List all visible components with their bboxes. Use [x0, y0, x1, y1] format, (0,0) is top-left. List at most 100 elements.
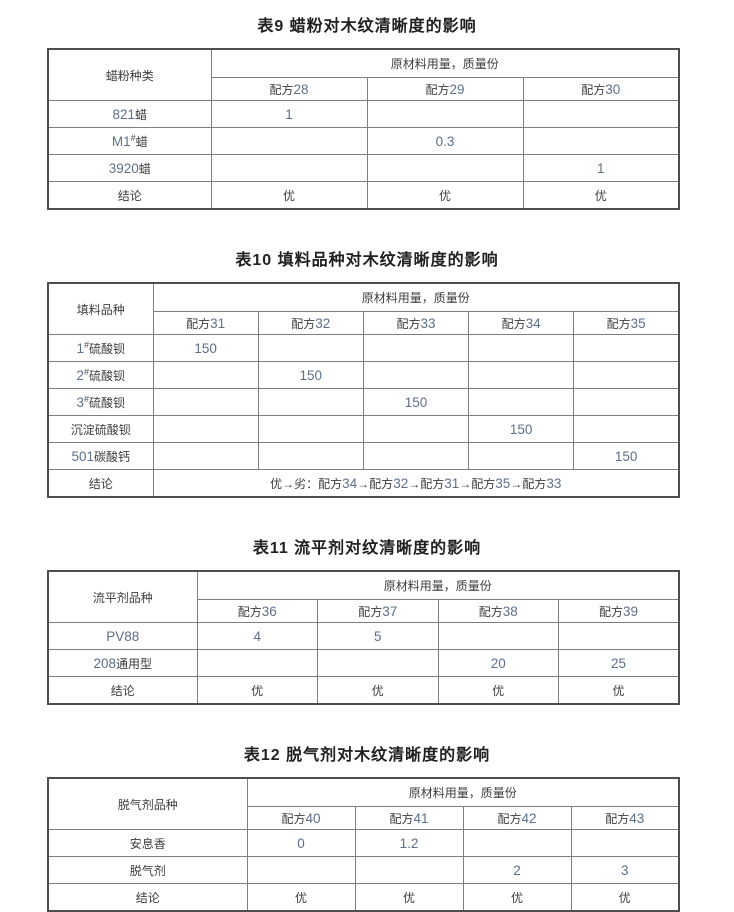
cjk-text: 配方 — [269, 82, 294, 97]
row-label: 501碳酸钙 — [47, 442, 154, 470]
cjk-text: 优 — [282, 188, 295, 203]
value-cell — [522, 100, 680, 128]
data-row: 821蜡 1 — [47, 100, 680, 128]
conclusion-cell: 优 — [196, 676, 318, 705]
conclusion-cell: 优 — [366, 181, 524, 210]
table-degassing-agent-title: 表12 脱气剂对木纹清晰度的影响 — [243, 747, 491, 764]
formula-header: 配方42 — [462, 806, 572, 830]
cjk-text: →配方 — [510, 476, 547, 491]
cjk-text: 原材料用量，质量份 — [390, 57, 499, 71]
conclusion-cell: 优 — [570, 883, 680, 912]
value-cell: 150 — [152, 334, 259, 362]
conclusion-cell: 优 — [354, 883, 464, 912]
header-row-formulas: 配方36 配方37 配方38 配方39 — [48, 599, 680, 623]
value-cell — [570, 829, 680, 857]
value-cell — [152, 361, 259, 389]
numeric-text: 208 — [93, 655, 116, 671]
row-label: 1#硫酸钡 — [47, 334, 154, 362]
cjk-text: 配方 — [425, 82, 450, 97]
cjk-text: 优 — [438, 188, 451, 203]
cjk-text: 蜡 — [138, 161, 151, 176]
conclusion-cell: 优 — [437, 676, 559, 705]
row-label: 208通用型 — [47, 649, 198, 677]
table-wax-powder: 蜡粉种类 原材料用量，质量份 配方28 配方29 配方30 821蜡 1 M1#蜡 0.3 392… — [47, 48, 680, 210]
numeric-text: 39 — [622, 603, 639, 619]
value-cell — [573, 334, 680, 362]
numeric-text: 150 — [194, 340, 217, 356]
cjk-text: 蜡 — [135, 107, 148, 122]
value-cell — [462, 829, 572, 857]
row-label: M1#蜡 — [47, 127, 212, 155]
value-cell: 150 — [257, 361, 364, 389]
cjk-text: 硫酸钡 — [89, 395, 126, 410]
numeric-text: 150 — [509, 421, 533, 437]
value-cell: 25 — [558, 649, 680, 677]
cjk-text: 配方 — [396, 316, 421, 331]
numeric-text: 150 — [299, 367, 323, 383]
numeric-text: 821 — [112, 106, 135, 122]
numeric-text: 501 — [71, 448, 94, 464]
cjk-text: 配方 — [478, 604, 503, 619]
value-cell — [573, 415, 680, 443]
value-cell — [558, 622, 680, 650]
cjk-text: 配方 — [497, 811, 522, 826]
value-cell — [362, 361, 470, 389]
data-row: 沉淀硫酸钡 150 — [47, 415, 680, 443]
conclusion-label: 结论 — [47, 469, 154, 498]
value-cell: 0.3 — [366, 127, 524, 155]
numeric-text: 35 — [630, 315, 646, 331]
materials-amount-header: 原材料用量，质量份 — [196, 570, 680, 600]
value-cell — [257, 415, 364, 443]
superscript-hash: # — [83, 393, 89, 404]
cjk-text: 优 — [371, 683, 384, 698]
conclusion-text: 优→劣：配方34→配方32→配方31→配方35→配方33 — [152, 469, 680, 498]
cjk-text: 流平剂品种 — [92, 590, 153, 605]
header-row-materials: 填料品种 原材料用量，质量份 — [47, 282, 680, 335]
formula-header: 配方37 — [317, 599, 439, 623]
formula-header: 配方32 — [257, 311, 364, 335]
formula-header: 配方35 — [573, 311, 680, 335]
numeric-text: 30 — [605, 81, 621, 97]
value-cell — [317, 649, 439, 677]
cjk-text: 蜡粉种类 — [105, 68, 154, 83]
cjk-text: 原材料用量，质量份 — [408, 786, 517, 800]
table-degassing-agent: 脱气剂品种 原材料用量，质量份 配方40 配方41 配方42 配方43 安息香 0 1.2 脱气剂… — [47, 777, 680, 912]
table-wax-powder-title: 表9 蜡粉对木纹清晰度的影响 — [257, 18, 477, 35]
numeric-text: 4 — [253, 628, 261, 644]
corner-label: 流平剂品种 — [47, 570, 198, 623]
materials-amount-header: 原材料用量，质量份 — [246, 777, 680, 807]
cjk-text: →配方 — [357, 476, 394, 491]
conclusion-cell: 优 — [522, 181, 680, 210]
numeric-text: 1 — [596, 160, 605, 176]
superscript-hash: # — [130, 132, 136, 143]
conclusion-cell: 优 — [317, 676, 439, 705]
value-cell — [362, 415, 470, 443]
formula-header: 配方38 — [437, 599, 559, 623]
data-row: 2#硫酸钡 150 — [47, 361, 680, 389]
value-cell: 0 — [246, 829, 356, 857]
value-cell — [257, 442, 364, 470]
conclusion-label: 结论 — [47, 676, 198, 705]
value-cell — [362, 334, 470, 362]
numeric-text: 34 — [525, 315, 541, 331]
header-row-formulas: 配方31 配方32 配方33 配方34 配方35 — [48, 311, 680, 335]
numeric-text: 33 — [420, 315, 436, 331]
value-cell: 150 — [468, 415, 575, 443]
cjk-text: 硫酸钡 — [89, 368, 126, 383]
cjk-text: 蜡 — [135, 134, 148, 149]
data-row: PV88 4 5 — [47, 622, 680, 650]
cjk-text: 优→劣：配方 — [270, 476, 343, 491]
row-label: 2#硫酸钡 — [47, 361, 154, 389]
value-cell — [257, 388, 364, 416]
header-row-materials: 脱气剂品种 原材料用量，质量份 — [47, 777, 680, 830]
numeric-text: 42 — [521, 810, 537, 826]
conclusion-label: 结论 — [47, 883, 248, 912]
value-cell: 4 — [196, 622, 318, 650]
cjk-text: 配方 — [581, 82, 606, 97]
formula-header: 配方33 — [362, 311, 470, 335]
value-cell — [246, 856, 356, 884]
value-cell: 150 — [362, 388, 470, 416]
value-cell: 1.2 — [354, 829, 464, 857]
numeric-text: 3 — [76, 394, 84, 410]
